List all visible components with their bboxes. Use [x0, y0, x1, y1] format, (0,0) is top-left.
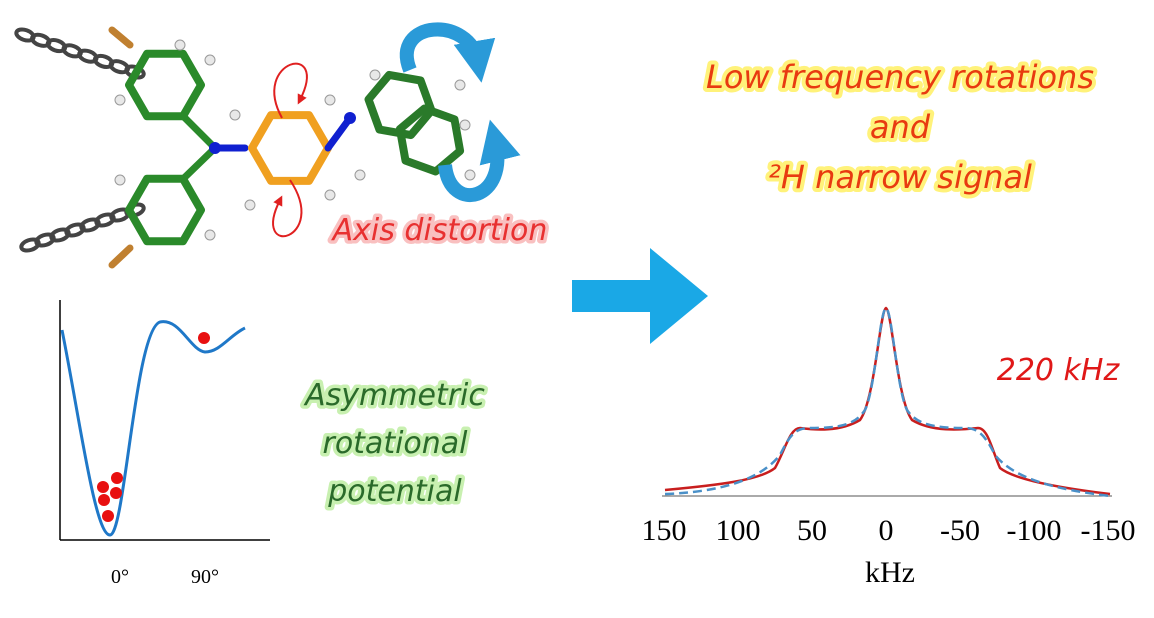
- x-tick-label: 150: [642, 514, 687, 547]
- atom: [344, 112, 356, 124]
- potential-curve: [60, 320, 246, 537]
- spectrum-fit: [664, 306, 1111, 498]
- dot: [111, 472, 123, 484]
- chain-link: [19, 237, 41, 253]
- dot: [110, 487, 122, 499]
- chain-link: [79, 217, 101, 233]
- rotation-arrow: [272, 179, 303, 238]
- ring: [125, 174, 205, 246]
- hydrogen: [324, 189, 336, 201]
- hydrogen: [354, 169, 366, 181]
- caption-line: Asymmetric: [303, 378, 485, 413]
- summary-line: Low frequency rotations: [706, 58, 1094, 96]
- ring: [125, 49, 205, 121]
- chain-link: [64, 222, 86, 238]
- annotation: 220 kHz: [997, 353, 1121, 388]
- x-tick-label: -100: [1007, 514, 1062, 547]
- x-tick-label: -50: [940, 514, 980, 547]
- molecule: [14, 26, 476, 269]
- x-tick-label: 0: [879, 514, 894, 547]
- x-tick-label: 100: [716, 514, 761, 547]
- big-arrow: [572, 248, 708, 344]
- rotation-arrow: [438, 119, 521, 203]
- potential-caption: Asymmetric rotational potential: [300, 375, 489, 513]
- hydrogen: [204, 229, 216, 241]
- potential-plot: 0° 90°: [59, 300, 270, 588]
- dot: [98, 494, 110, 506]
- caption-line: rotational: [322, 426, 468, 461]
- chain-link: [34, 232, 56, 248]
- summary: Low frequency rotations and ²H narrow sign…: [702, 54, 1098, 200]
- hydrogen: [454, 79, 466, 91]
- dot: [102, 510, 114, 522]
- x-label: 0°: [111, 566, 129, 588]
- chain-link: [49, 227, 71, 243]
- ring: [364, 70, 436, 140]
- dot: [97, 481, 109, 493]
- hydrogen: [459, 119, 471, 131]
- x-axis-label: kHz: [865, 556, 915, 589]
- hydrogen: [324, 94, 336, 106]
- summary-line: ²H narrow signal: [768, 158, 1032, 196]
- bond: [108, 244, 134, 269]
- dot: [198, 332, 210, 344]
- bond: [324, 114, 354, 152]
- chain-link: [94, 212, 116, 228]
- bond: [179, 144, 219, 183]
- annotation: Axis distortion: [331, 213, 548, 248]
- bond: [108, 26, 134, 49]
- hydrogen: [369, 69, 381, 81]
- hydrogen: [244, 199, 256, 211]
- x-tick-label: 50: [797, 514, 827, 547]
- rotation-arrow: [400, 22, 496, 83]
- hydrogen: [204, 54, 216, 66]
- x-label: 90°: [191, 566, 219, 588]
- atom: [209, 142, 221, 154]
- x-tick-label: -150: [1081, 514, 1136, 547]
- caption-line: potential: [327, 474, 462, 509]
- spectrum-curve: [664, 306, 1111, 496]
- hydrogen: [174, 39, 186, 51]
- hydrogen: [229, 109, 241, 121]
- bond: [179, 112, 219, 152]
- ring: [248, 111, 332, 185]
- ring: [395, 104, 465, 176]
- hydrogen: [114, 174, 126, 186]
- rotation-arrow: [273, 62, 308, 119]
- summary-line: and: [870, 108, 931, 146]
- hydrogen: [464, 169, 476, 181]
- spectrum: kHz 220 kHz 150 100 50 0 -50 -100 -150: [642, 306, 1136, 589]
- hydrogen: [114, 94, 126, 106]
